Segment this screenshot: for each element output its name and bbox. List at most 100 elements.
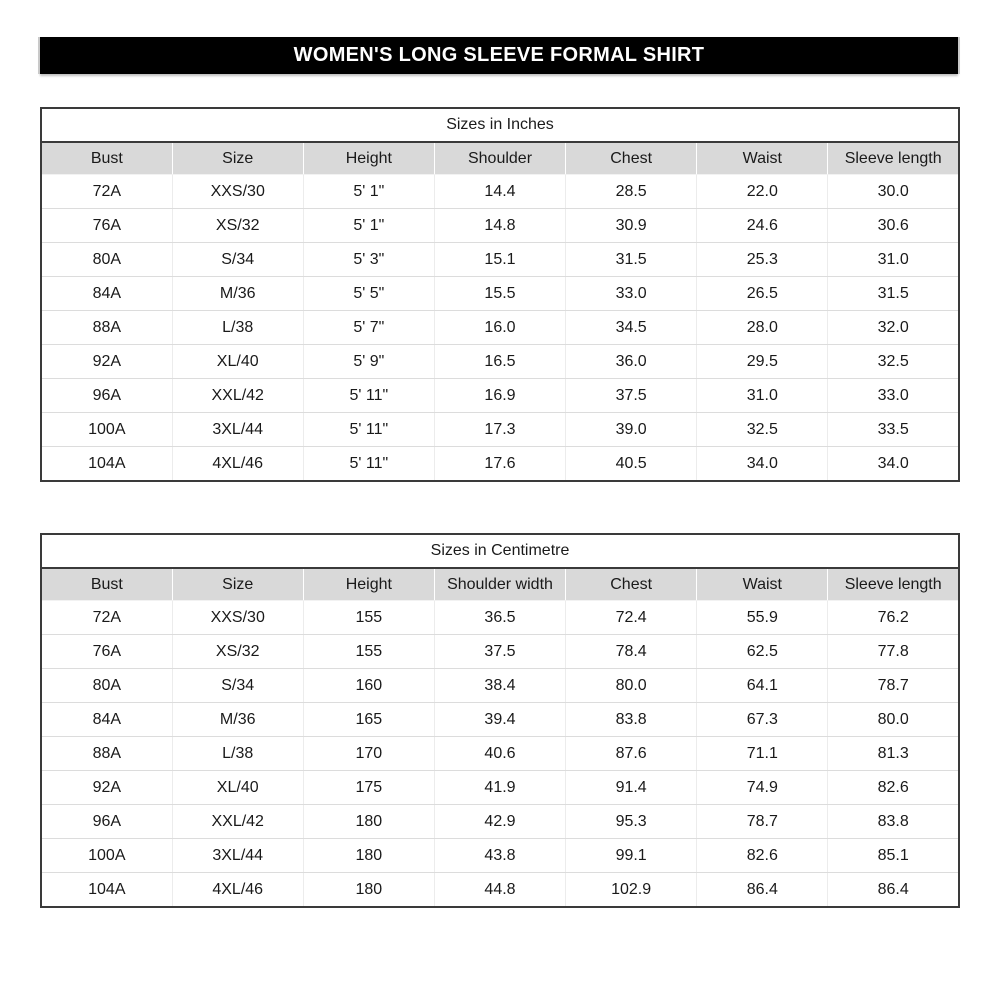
table-cell: 104A <box>41 872 173 907</box>
table-cell: 44.8 <box>433 872 567 907</box>
table-cell: 32.5 <box>696 412 829 447</box>
table-cell: 67.3 <box>696 702 829 737</box>
table-cell: 31.0 <box>827 242 959 277</box>
table-cell: 72.4 <box>565 600 698 635</box>
table-cell: 155 <box>302 634 435 669</box>
column-header: Size <box>171 142 304 175</box>
table-cell: 17.3 <box>433 412 567 447</box>
table-cell: 34.0 <box>696 446 829 481</box>
table-cell: 81.3 <box>827 736 959 771</box>
table-cell: XXL/42 <box>171 804 304 839</box>
table-cell: 78.7 <box>696 804 829 839</box>
table-row: 92A XL/40 5' 9" 16.5 36.0 29.5 32.5 <box>41 344 959 379</box>
table-header-row: Bust Size Height Shoulder Chest Waist Sleeve l… <box>41 142 959 175</box>
table-cell: 36.0 <box>565 344 698 379</box>
table-cell: 30.0 <box>827 174 959 209</box>
table-cell: 5' 1" <box>302 174 435 209</box>
table-cell: XL/40 <box>171 344 304 379</box>
table-cell: 4XL/46 <box>171 872 304 907</box>
table-row: 84A M/36 5' 5" 15.5 33.0 26.5 31.5 <box>41 276 959 311</box>
table-cell: 41.9 <box>433 770 567 805</box>
column-header: Sleeve length <box>827 568 959 601</box>
table-cell: 92A <box>41 344 173 379</box>
table-cell: 80.0 <box>827 702 959 737</box>
column-header: Height <box>302 568 435 601</box>
table-cell: 30.9 <box>565 208 698 243</box>
table-cell: 33.0 <box>827 378 959 413</box>
table-cell: 155 <box>302 600 435 635</box>
table-cell: S/34 <box>171 242 304 277</box>
table-cell: 72A <box>41 174 173 209</box>
table-cell: 180 <box>302 804 435 839</box>
table-row: 80A S/34 160 38.4 80.0 64.1 78.7 <box>41 668 959 703</box>
table-cell: 72A <box>41 600 173 635</box>
table-cell: L/38 <box>171 310 304 345</box>
table-cell: 64.1 <box>696 668 829 703</box>
table-cell: 78.4 <box>565 634 698 669</box>
table-cell: 5' 1" <box>302 208 435 243</box>
table-cell: 34.5 <box>565 310 698 345</box>
column-header: Size <box>171 568 304 601</box>
table-cell: 78.7 <box>827 668 959 703</box>
table-cell: 42.9 <box>433 804 567 839</box>
table-cell: 3XL/44 <box>171 412 304 447</box>
table-cell: 14.8 <box>433 208 567 243</box>
table-cell: 76A <box>41 634 173 669</box>
table-body: 72A XXS/30 155 36.5 72.4 55.9 76.2 76A XS/32 155 3… <box>41 600 959 907</box>
table-cell: 83.8 <box>565 702 698 737</box>
table-cell: 29.5 <box>696 344 829 379</box>
table-cell: 96A <box>41 378 173 413</box>
table-cell: 28.5 <box>565 174 698 209</box>
sizes-in-centimetre-table: Sizes in Centimetre Bust Size Height Should… <box>40 533 960 908</box>
table-cell: 5' 5" <box>302 276 435 311</box>
table-cell: 22.0 <box>696 174 829 209</box>
table-cell: 80A <box>41 242 173 277</box>
table-cell: 170 <box>302 736 435 771</box>
column-header: Shoulder width <box>433 568 567 601</box>
table-cell: 30.6 <box>827 208 959 243</box>
table-row: 88A L/38 5' 7" 16.0 34.5 28.0 32.0 <box>41 310 959 345</box>
table-row: 96A XXL/42 180 42.9 95.3 78.7 83.8 <box>41 804 959 839</box>
table-cell: 86.4 <box>827 872 959 907</box>
table-cell: 80A <box>41 668 173 703</box>
column-header: Waist <box>696 568 829 601</box>
table-cell: 74.9 <box>696 770 829 805</box>
table-cell: S/34 <box>171 668 304 703</box>
table-cell: 5' 7" <box>302 310 435 345</box>
table-cell: 180 <box>302 872 435 907</box>
table-title-row: Sizes in Inches <box>41 108 959 143</box>
table-title: Sizes in Inches <box>41 108 959 143</box>
sizes-in-inches-table: Sizes in Inches Bust Size Height Shoulder Ch… <box>40 107 960 482</box>
table-cell: 33.5 <box>827 412 959 447</box>
table-cell: 99.1 <box>565 838 698 873</box>
table-cell: 34.0 <box>827 446 959 481</box>
table-row: 88A L/38 170 40.6 87.6 71.1 81.3 <box>41 736 959 771</box>
table-cell: 37.5 <box>433 634 567 669</box>
table-row: 84A M/36 165 39.4 83.8 67.3 80.0 <box>41 702 959 737</box>
page-title: WOMEN'S LONG SLEEVE FORMAL SHIRT <box>293 44 705 66</box>
table-title: Sizes in Centimetre <box>41 534 959 569</box>
column-header: Chest <box>565 142 698 175</box>
table-row: 76A XS/32 155 37.5 78.4 62.5 77.8 <box>41 634 959 669</box>
table-cell: 32.5 <box>827 344 959 379</box>
table-row: 80A S/34 5' 3" 15.1 31.5 25.3 31.0 <box>41 242 959 277</box>
table-cell: 96A <box>41 804 173 839</box>
column-header: Bust <box>41 142 173 175</box>
table-cell: 36.5 <box>433 600 567 635</box>
table-cell: 5' 11" <box>302 378 435 413</box>
table-row: 72A XXS/30 155 36.5 72.4 55.9 76.2 <box>41 600 959 635</box>
table-cell: 14.4 <box>433 174 567 209</box>
table-cell: 32.0 <box>827 310 959 345</box>
page-title-bar: WOMEN'S LONG SLEEVE FORMAL SHIRT <box>40 37 958 74</box>
table-cell: 5' 3" <box>302 242 435 277</box>
table-cell: 15.5 <box>433 276 567 311</box>
table-cell: 86.4 <box>696 872 829 907</box>
table-cell: 84A <box>41 702 173 737</box>
column-header: Height <box>302 142 435 175</box>
table-body: 72A XXS/30 5' 1" 14.4 28.5 22.0 30.0 76A XS/32 5'… <box>41 174 959 481</box>
table-cell: 28.0 <box>696 310 829 345</box>
column-header: Shoulder <box>433 142 567 175</box>
table-cell: 85.1 <box>827 838 959 873</box>
table-row: 100A 3XL/44 5' 11" 17.3 39.0 32.5 33.5 <box>41 412 959 447</box>
table-cell: 160 <box>302 668 435 703</box>
